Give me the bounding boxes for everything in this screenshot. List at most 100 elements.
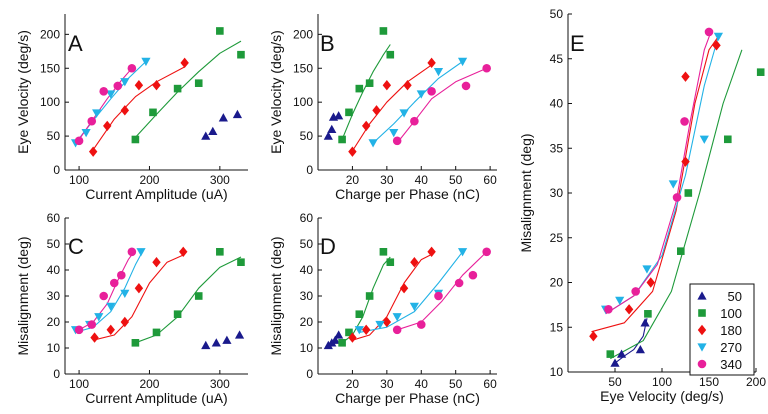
panel-d-point-270: [375, 320, 385, 330]
panel-b-fit-340: [396, 67, 487, 144]
panel-b-point-270: [368, 139, 378, 148]
panel-c-point-100: [131, 339, 140, 347]
panel-e: 10 15 20 25 30 35 40 45 50 50 100 150 200 Eye Velocit…: [518, 7, 766, 404]
legend-marker-180: [697, 324, 707, 336]
panel-c-point-50: [201, 340, 211, 350]
panel-e-point-340: [672, 193, 682, 202]
panel-b-fit-270: [372, 61, 463, 144]
panel-e-y-tick-label: 20: [550, 276, 564, 290]
panel-b-point-100: [365, 79, 374, 87]
panel-e-point-270: [668, 180, 678, 189]
panel-d-y-tick-label: 30: [300, 289, 314, 303]
panel-c-y-tick-label: 50: [47, 237, 61, 251]
panel-d-point-100: [365, 292, 374, 300]
panel-d-y-tick-label: 50: [300, 237, 314, 251]
panel-e-point-100: [644, 310, 652, 318]
panel-a-letter: A: [68, 31, 83, 56]
panel-c-point-100: [152, 328, 161, 337]
panel-a-point-340: [87, 116, 97, 126]
panel-e-point-340: [631, 287, 640, 296]
panel-c-point-270: [94, 313, 104, 322]
panel-a-x-tick-label: 200: [139, 173, 159, 187]
panel-e-point-50: [610, 358, 620, 367]
panel-b-fit-180: [351, 64, 432, 152]
panel-e-point-180: [712, 40, 721, 51]
panel-d-point-340: [482, 247, 491, 257]
panel-c-point-50: [222, 335, 232, 344]
panel-d-point-180: [410, 257, 419, 268]
panel-a-x-tick-label: 300: [210, 173, 230, 187]
panel-d-point-180: [399, 283, 409, 294]
panel-c-y-tick-label: 20: [47, 315, 61, 329]
legend-marker-270: [697, 343, 707, 352]
panel-a-point-180: [152, 80, 161, 91]
panel-a-y-tick-label: 50: [47, 129, 61, 143]
panel-d-point-180: [382, 316, 392, 328]
panel-a-point-180: [134, 80, 144, 91]
legend-label-340: 340: [720, 357, 742, 372]
panel-d-x-tick-label: 30: [380, 377, 394, 391]
panel-d-fit-340: [397, 251, 488, 331]
panel-a-fit-340: [78, 67, 133, 140]
panel-b-x-tick-label: 40: [415, 173, 429, 187]
panel-d-point-100: [345, 328, 353, 337]
panel-b-y-tick-label: 0: [306, 163, 313, 177]
panel-b-x-tick-label: 30: [380, 173, 394, 187]
panel-e-point-180: [624, 304, 634, 315]
panel-e-y-tick-label: 15: [550, 320, 564, 334]
panel-b-point-180: [382, 80, 392, 91]
panel-c-x-axis-label: Current Amplitude (uA): [85, 390, 227, 406]
panel-d-x-tick-label: 20: [346, 377, 360, 391]
panel-b-y-tick-label: 50: [300, 129, 314, 143]
panel-e-point-100: [677, 247, 685, 255]
panel-c-y-tick-label: 30: [47, 289, 61, 303]
panel-a-point-180: [103, 120, 112, 132]
panel-b-point-180: [361, 120, 371, 132]
panel-a-x-tick-label: 100: [69, 173, 89, 187]
panel-a-point-50: [201, 131, 211, 140]
panel-b-y-axis-label: Eye Velocity (deg/s): [268, 30, 284, 154]
panel-d-point-270: [392, 313, 402, 322]
panel-e-point-180: [646, 277, 655, 288]
panel-e-fit-180: [591, 36, 719, 333]
panel-d-point-50: [330, 335, 340, 344]
panel-d-y-tick-label: 10: [300, 341, 314, 355]
panel-e-y-tick-label: 40: [550, 97, 564, 111]
panel-e-point-270: [699, 135, 709, 144]
panel-a-point-50: [218, 113, 228, 122]
panel-b-y-tick-label: 100: [293, 95, 313, 109]
panel-b-point-100: [379, 27, 388, 35]
panel-b-point-340: [482, 63, 491, 73]
panel-b-x-tick-label: 60: [483, 173, 497, 187]
panel-e-point-340: [604, 305, 613, 314]
legend-marker-100: [698, 309, 706, 317]
panel-e-point-100: [606, 350, 615, 358]
panel-e-point-50: [616, 349, 627, 358]
panel-c-point-270: [120, 289, 130, 298]
panel-d-fit-270: [359, 251, 464, 333]
panel-d-point-340: [454, 278, 464, 288]
panel-b-y-tick-label: 200: [293, 27, 313, 41]
panel-c-point-340: [87, 320, 97, 329]
panel-d-x-axis-label: Charge per Phase (nC): [335, 390, 480, 406]
panel-d-y-tick-label: 60: [300, 211, 314, 225]
panel-b-point-100: [345, 108, 353, 117]
panel-e-point-340: [680, 117, 689, 126]
panel-a-point-340: [113, 81, 123, 91]
panel-e-point-50: [640, 318, 650, 327]
panel-a-y-tick-label: 150: [40, 61, 60, 75]
panel-c-point-180: [106, 324, 115, 335]
panel-e-y-tick-label: 45: [550, 52, 564, 66]
panel-a-point-100: [149, 108, 157, 117]
panel-d-point-270: [354, 326, 364, 335]
panel-a-y-tick-label: 200: [40, 27, 60, 41]
legend-label-270: 270: [720, 340, 742, 355]
panel-b-point-270: [416, 90, 426, 99]
panel-e-x-tick-label: 50: [608, 375, 622, 389]
panel-d-fit-180: [352, 253, 432, 341]
panel-b-point-270: [457, 57, 468, 67]
panel-d-y-axis-label: Misalignment (deg): [268, 236, 284, 355]
panel-c-point-180: [134, 283, 144, 294]
panel-e-point-180: [681, 71, 690, 82]
